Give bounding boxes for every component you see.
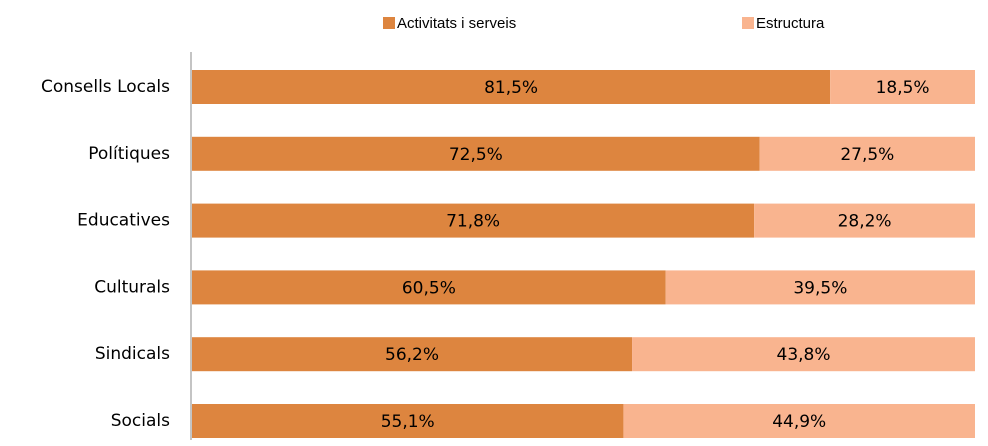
data-label: 44,9% [772,412,826,432]
y-tick-label: Socials [111,411,170,431]
legend-swatch [383,17,395,29]
data-label: 60,5% [402,278,456,298]
bar-segment [754,203,975,238]
y-tick-label: Culturals [94,277,170,297]
bar-segment [759,136,975,171]
bar-segment [192,337,633,372]
bar-segment [632,337,975,372]
y-tick-label: Educatives [77,211,170,231]
legend-label: Activitats i serveis [397,15,516,32]
legend-label: Estructura [756,15,825,32]
bar-segment [192,404,624,438]
data-label: 71,8% [446,212,500,232]
bar-segment [192,136,760,171]
bar-segment [192,203,755,238]
legend-swatch [742,17,754,29]
data-label: 81,5% [484,78,538,98]
data-label: 43,8% [777,345,831,365]
data-label: 72,5% [449,145,503,165]
data-label: 56,2% [385,345,439,365]
bar-segment [623,404,975,438]
data-label: 28,2% [838,212,892,232]
data-label: 39,5% [793,278,847,298]
data-label: 27,5% [840,145,894,165]
data-label: 18,5% [876,78,930,98]
bar-segment [830,70,975,104]
bar-segment [192,70,831,104]
y-tick-label: Polítiques [88,144,170,164]
bar-segment [665,270,975,305]
data-label: 55,1% [381,412,435,432]
bar-segment [192,270,666,305]
y-tick-label: Consells Locals [41,77,170,97]
y-tick-label: Sindicals [95,344,170,364]
